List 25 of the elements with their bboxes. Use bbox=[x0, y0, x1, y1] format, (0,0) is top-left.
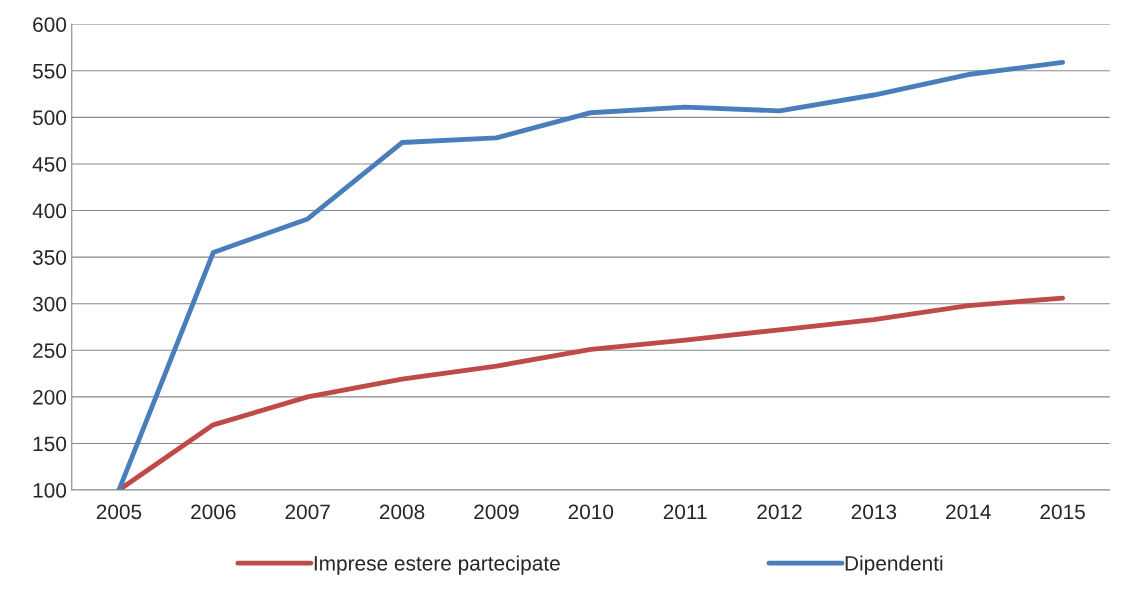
legend-label: Imprese estere partecipate bbox=[314, 555, 560, 575]
y-tick-label: 450 bbox=[32, 156, 67, 172]
y-tick-label: 200 bbox=[33, 389, 67, 405]
y-tick-label: 300 bbox=[32, 296, 67, 312]
legend-label: Dipendenti bbox=[845, 555, 943, 575]
x-tick-label: 2015 bbox=[1040, 504, 1085, 520]
y-tick-label: 100 bbox=[33, 483, 67, 498]
y-tick-label: 150 bbox=[33, 436, 67, 452]
y-tick-label: 500 bbox=[32, 110, 67, 126]
x-tick-label: 2006 bbox=[191, 504, 236, 520]
y-tick-label: 250 bbox=[33, 343, 67, 359]
y-tick-label: 600 bbox=[33, 17, 67, 32]
y-tick-label: 550 bbox=[32, 63, 67, 79]
y-tick-label: 400 bbox=[32, 203, 67, 219]
x-tick-label: 2013 bbox=[851, 504, 897, 520]
line-series bbox=[116, 59, 1066, 491]
x-tick-label: 2011 bbox=[663, 504, 707, 520]
x-tick-label: 2012 bbox=[757, 504, 802, 520]
x-tick-label: 2007 bbox=[285, 504, 330, 520]
x-tick-label: 2005 bbox=[96, 504, 142, 520]
x-tick-label: 2009 bbox=[474, 504, 519, 520]
y-tick-label: 350 bbox=[32, 250, 67, 265]
x-tick-label: 2014 bbox=[946, 504, 991, 520]
x-tick-label: 2008 bbox=[379, 504, 425, 520]
x-tick-label: 2010 bbox=[568, 504, 614, 520]
